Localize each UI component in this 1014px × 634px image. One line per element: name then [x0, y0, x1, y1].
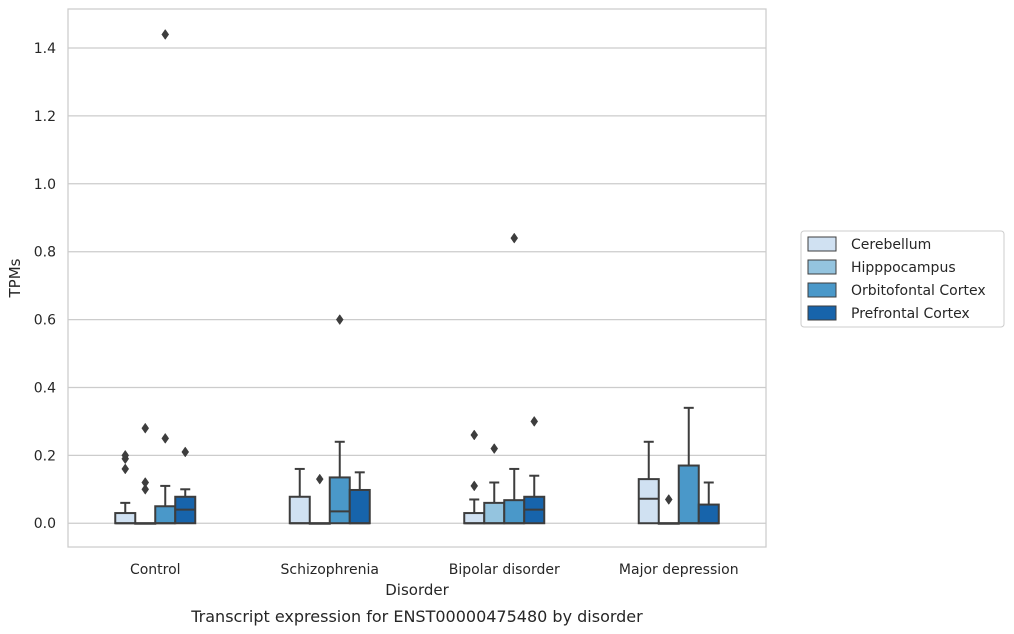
box-group	[288, 467, 311, 525]
series-hipppocampus	[134, 422, 680, 525]
box-group	[114, 449, 137, 525]
box-group	[154, 29, 177, 525]
chart-caption: Transcript expression for ENST0000047548…	[190, 607, 643, 626]
x-tick-label: Schizophrenia	[281, 562, 379, 578]
y-tick-label: 1.4	[34, 41, 56, 57]
box-group	[463, 429, 486, 525]
box-group	[483, 443, 506, 525]
x-tick-label: Bipolar disorder	[449, 562, 560, 578]
box-group	[134, 422, 157, 525]
legend: Cerebellum Hipppocampus Orbitofontal Corte…	[800, 230, 1005, 328]
legend-entry: Hipppocampus	[807, 259, 956, 276]
outlier-point	[315, 473, 324, 485]
box-group	[697, 481, 720, 525]
legend-swatch	[807, 282, 837, 298]
series-prefrontal-cortex	[174, 415, 720, 525]
x-tick-labels: Control Schizophrenia Bipolar disorder Majo…	[130, 562, 739, 578]
y-tick-label: 0.0	[34, 516, 56, 532]
y-tick-label: 0.6	[34, 313, 56, 329]
legend-entry: Cerebellum	[807, 236, 931, 253]
legend-entry: Orbitofontal Cortex	[807, 282, 986, 299]
x-tick-label: Control	[130, 562, 181, 578]
box-body	[288, 495, 311, 525]
y-tick-label: 0.8	[34, 245, 56, 261]
outlier-point	[510, 232, 519, 244]
outlier-point	[121, 449, 130, 461]
outlier-point	[141, 422, 150, 434]
outlier-point	[121, 463, 130, 475]
outlier-point	[161, 432, 170, 444]
outlier-point	[530, 415, 539, 427]
box-group	[174, 446, 197, 525]
outlier-point	[470, 429, 479, 441]
box-body	[328, 476, 351, 525]
y-axis-title: TPMs	[6, 258, 24, 298]
outlier-point	[181, 446, 190, 458]
y-tick-labels: 0.0 0.2 0.4 0.6 0.8 1.0 1.2 1.4	[34, 41, 56, 532]
outlier-point	[335, 314, 344, 326]
box-body	[463, 512, 486, 525]
y-tick-label: 0.2	[34, 448, 56, 464]
box-series	[114, 29, 720, 525]
outlier-point	[664, 494, 673, 505]
outlier-point	[141, 483, 150, 495]
box-group	[348, 471, 371, 525]
y-tick-label: 1.2	[34, 109, 56, 125]
outlier-point	[470, 480, 479, 492]
y-tick-label: 1.0	[34, 177, 56, 193]
outlier-point	[141, 477, 150, 488]
box-group	[328, 314, 351, 525]
legend-label: Prefrontal Cortex	[851, 306, 970, 322]
box-body	[483, 501, 506, 525]
box-body	[503, 499, 526, 525]
series-orbitofontal-cortex	[154, 29, 700, 525]
box-group	[677, 406, 700, 525]
legend-label: Orbitofontal Cortex	[851, 283, 986, 299]
box-body	[114, 512, 137, 525]
legend-swatch	[807, 259, 837, 275]
legend-swatch	[807, 305, 837, 321]
legend-frame	[800, 230, 1005, 328]
legend-label: Hipppocampus	[851, 260, 956, 276]
box-group	[523, 415, 546, 525]
box-body	[348, 488, 371, 525]
box-body	[637, 478, 660, 525]
legend-label: Cerebellum	[851, 237, 931, 253]
box-body	[697, 503, 720, 525]
box-body	[677, 464, 700, 525]
legend-swatch	[807, 236, 837, 252]
y-tick-label: 0.4	[34, 380, 56, 396]
box-body	[154, 505, 177, 525]
x-tick-label: Major depression	[619, 562, 739, 578]
legend-entry: Prefrontal Cortex	[807, 305, 970, 322]
outlier-point	[490, 443, 499, 455]
box-group	[637, 440, 660, 525]
plot-frame	[67, 8, 767, 548]
outlier-point	[161, 29, 170, 40]
x-axis-title: Disorder	[385, 581, 449, 599]
series-cerebellum	[114, 429, 660, 525]
